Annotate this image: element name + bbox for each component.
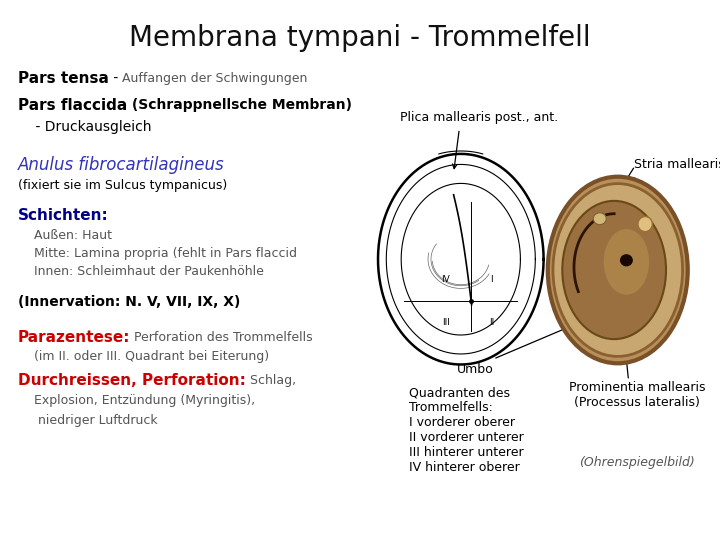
Text: - Druckausgleich: - Druckausgleich	[18, 120, 151, 134]
Text: Explosion, Entzündung (Myringitis),: Explosion, Entzündung (Myringitis),	[18, 394, 255, 407]
Text: niedriger Luftdruck: niedriger Luftdruck	[18, 414, 158, 427]
Text: Plica mallearis post., ant.: Plica mallearis post., ant.	[400, 111, 558, 124]
Ellipse shape	[562, 201, 666, 339]
Text: Außen: Haut: Außen: Haut	[18, 230, 112, 242]
Text: Quadranten des
Trommelfells:
I vorderer oberer
II vorderer unterer
III hinterer : Quadranten des Trommelfells: I vorderer …	[409, 386, 523, 474]
Text: Umbo: Umbo	[456, 363, 494, 376]
Text: IV: IV	[441, 275, 450, 284]
Text: Prominentia mallearis
(Processus lateralis): Prominentia mallearis (Processus lateral…	[569, 381, 706, 409]
Text: (Innervation: N. V, VII, IX, X): (Innervation: N. V, VII, IX, X)	[18, 295, 240, 309]
Text: Perforation des Trommelfells: Perforation des Trommelfells	[130, 331, 313, 344]
Text: Schlag,: Schlag,	[246, 374, 296, 387]
Ellipse shape	[553, 184, 683, 356]
Text: (im II. oder III. Quadrant bei Eiterung): (im II. oder III. Quadrant bei Eiterung)	[18, 350, 269, 363]
Text: -: -	[109, 71, 122, 85]
Text: I: I	[490, 275, 493, 284]
Text: Stria mallearis: Stria mallearis	[634, 158, 720, 171]
Ellipse shape	[593, 213, 606, 225]
Ellipse shape	[638, 217, 652, 232]
Text: Durchreissen, Perforation:: Durchreissen, Perforation:	[18, 373, 246, 388]
Text: Schichten:: Schichten:	[18, 208, 109, 224]
Text: II: II	[489, 318, 495, 327]
Ellipse shape	[621, 255, 632, 266]
Text: Parazentese:: Parazentese:	[18, 330, 130, 345]
Text: Anulus fibrocartilagineus: Anulus fibrocartilagineus	[18, 156, 225, 174]
Text: (fixiert sie im Sulcus tympanicus): (fixiert sie im Sulcus tympanicus)	[18, 179, 228, 192]
Ellipse shape	[603, 229, 649, 295]
Text: Pars tensa: Pars tensa	[18, 71, 109, 86]
Text: (Ohrenspiegelbild): (Ohrenspiegelbild)	[580, 456, 695, 469]
Text: III: III	[442, 318, 450, 327]
Ellipse shape	[548, 177, 688, 363]
Text: Mitte: Lamina propria (fehlt in Pars flaccid: Mitte: Lamina propria (fehlt in Pars fla…	[18, 247, 297, 260]
Text: Auffangen der Schwingungen: Auffangen der Schwingungen	[122, 72, 308, 85]
Text: Pars flaccida: Pars flaccida	[18, 98, 127, 113]
Text: (Schrappnellsche Membran): (Schrappnellsche Membran)	[127, 98, 352, 112]
Text: Innen: Schleimhaut der Paukenhöhle: Innen: Schleimhaut der Paukenhöhle	[18, 265, 264, 278]
Text: Membrana tympani - Trommelfell: Membrana tympani - Trommelfell	[129, 24, 591, 52]
